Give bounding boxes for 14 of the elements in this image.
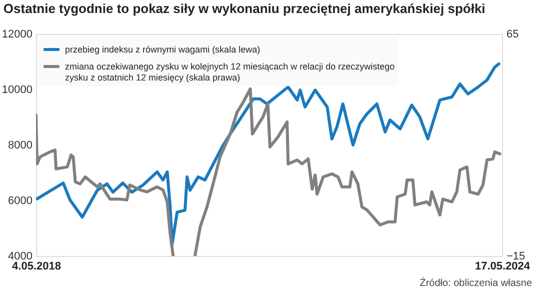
legend-label: przebieg indeksu z równymi wagami (skala lewa) [65, 44, 260, 54]
legend-label: zmiana oczekiwanego zysku w kolejnych 12 miesiącach w relacji do rzeczywistego zysku z ostatnich 12 miesięcy (skala prawa) [65, 62, 395, 82]
y-tick-label: 8000 [8, 140, 32, 152]
y-tick-label: 6000 [8, 195, 32, 207]
x-tick-label: 17.05.2024 [474, 260, 531, 272]
x-tick-label: 4.05.2018 [12, 260, 61, 272]
y-tick-label: 4000 [8, 250, 32, 262]
y2-tick-label: 65 [506, 28, 519, 40]
text: Źródło: obliczenia własne [420, 277, 532, 289]
y-tick-label: 12000 [2, 28, 32, 40]
chart-title: Ostatnie tygodnie to pokaz siły w wykonaniu przeciętnej amerykańskiej spółki [3, 1, 486, 16]
y2-tick-label: −15 [506, 250, 526, 262]
line-series [36, 62, 500, 246]
y-tick-label: 10000 [2, 84, 32, 96]
